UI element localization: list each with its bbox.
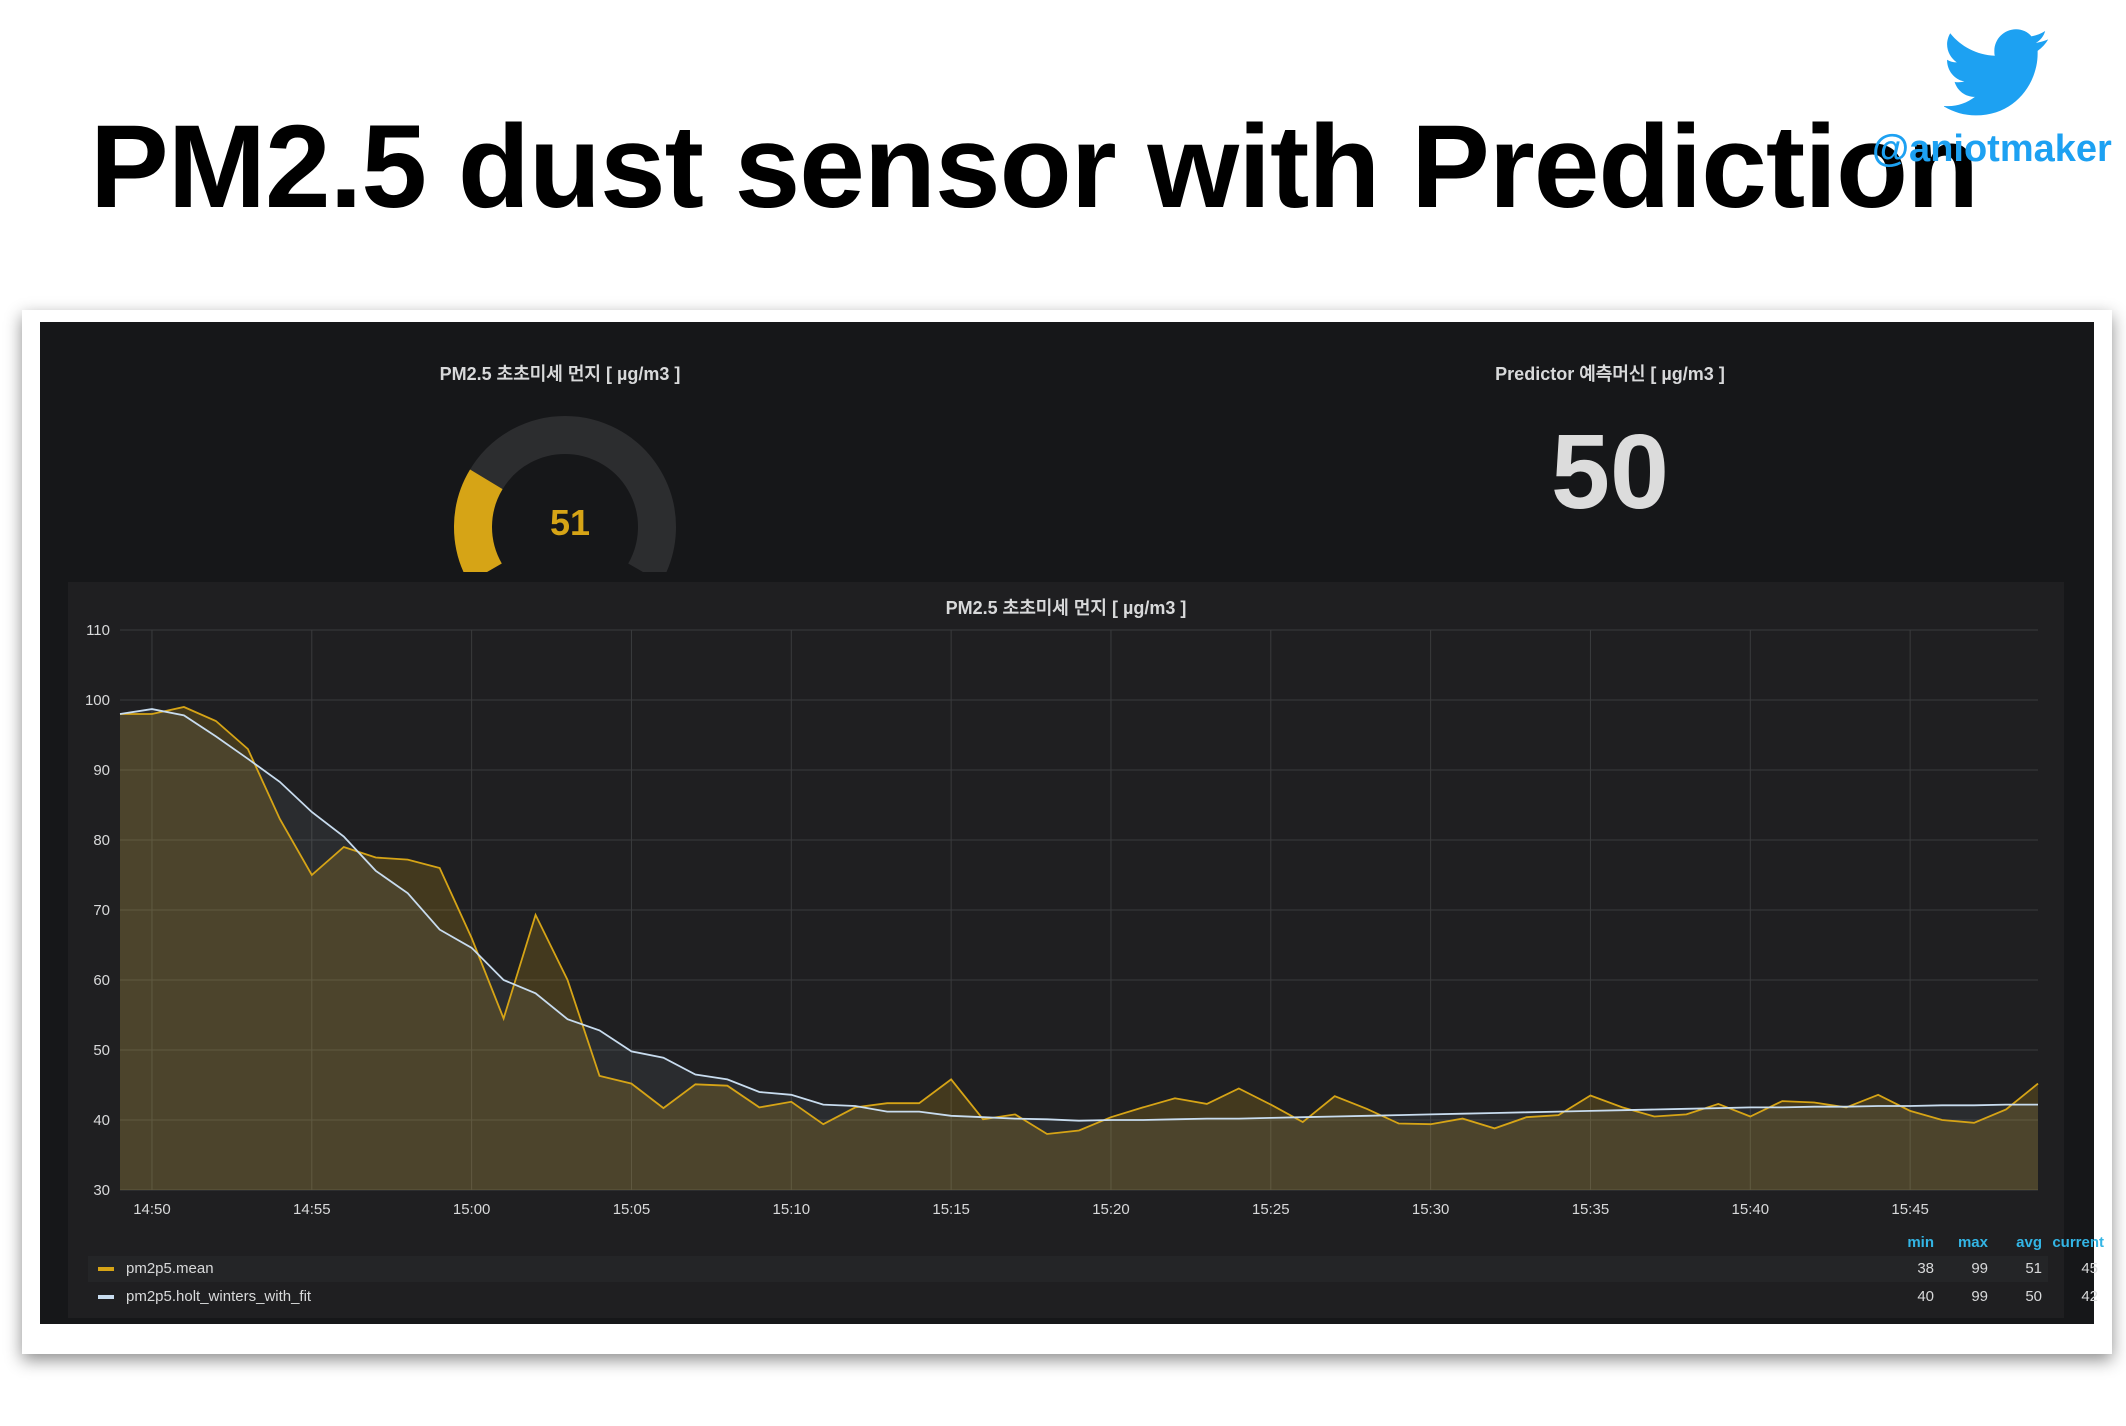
- graph-panel: 30 40 50 60 70 80 90 100 110 14:50 14:55 15:00 15:05…: [68, 582, 2104, 1318]
- legend-swatch: [98, 1295, 114, 1299]
- x-tick-label: 15:00: [453, 1201, 491, 1218]
- x-tick-label: 15:45: [1891, 1201, 1929, 1218]
- graph-panel-title[interactable]: PM2.5 초초미세 먼지 [ µg/m3 ]: [945, 598, 1187, 618]
- gauge-fill: [454, 469, 503, 572]
- x-tick-label: 15:10: [773, 1201, 811, 1218]
- y-tick-label: 60: [93, 972, 110, 989]
- legend-header-min[interactable]: min: [1907, 1234, 1934, 1251]
- y-tick-label: 90: [93, 762, 110, 779]
- x-tick-label: 15:05: [613, 1201, 651, 1218]
- legend-header-current[interactable]: current: [2052, 1234, 2104, 1251]
- series-line-pm2p5.mean: [120, 706, 2039, 1135]
- gauge-panel-title[interactable]: PM2.5 초초미세 먼지 [ µg/m3 ]: [439, 364, 681, 384]
- legend-series-name[interactable]: pm2p5.holt_winters_with_fit: [126, 1288, 312, 1305]
- legend-series-name[interactable]: pm2p5.mean: [126, 1260, 214, 1277]
- x-tick-label: 15:15: [932, 1201, 970, 1218]
- x-tick-label: 15:35: [1572, 1201, 1610, 1218]
- y-tick-label: 50: [93, 1042, 110, 1059]
- legend-swatch: [98, 1267, 114, 1271]
- legend-row-mean[interactable]: pm2p5.mean 38 99 51 45: [88, 1256, 2098, 1282]
- line-chart[interactable]: 30 40 50 60 70 80 90 100 110 14:50 14:55 15:00 15:05…: [68, 582, 2064, 1318]
- dashboard: PM2.5 초초미세 먼지 [ µg/m3 ] 51 Predictor 예측머…: [40, 322, 2104, 1324]
- x-tick-label: 15:20: [1092, 1201, 1130, 1218]
- legend-max: 99: [1971, 1260, 1988, 1277]
- legend-row-holt-winters[interactable]: pm2p5.holt_winters_with_fit 40 99 50 42: [88, 1284, 2098, 1310]
- y-tick-label: 30: [93, 1182, 110, 1199]
- y-tick-label: 110: [86, 622, 110, 639]
- x-tick-label: 14:55: [293, 1201, 331, 1218]
- predictor-value: 50: [1551, 413, 1669, 531]
- y-tick-label: 100: [85, 692, 110, 709]
- twitter-handle[interactable]: @aniotmaker: [1872, 128, 2112, 170]
- y-tick-label: 40: [93, 1112, 110, 1129]
- predictor-panel-title[interactable]: Predictor 예측머신 [ µg/m3 ]: [1495, 364, 1725, 384]
- legend-current: 42: [2081, 1288, 2098, 1305]
- x-tick-label: 14:50: [133, 1201, 171, 1218]
- legend-current: 45: [2081, 1260, 2098, 1277]
- slide-title: PM2.5 dust sensor with Prediction: [90, 101, 1979, 233]
- legend-avg: 50: [2025, 1288, 2042, 1305]
- series-area-pm2p5.mean: [120, 707, 2038, 1190]
- twitter-bird-icon: [1944, 29, 2049, 116]
- legend-min: 40: [1917, 1288, 1934, 1305]
- x-tick-label: 15:30: [1412, 1201, 1450, 1218]
- legend-avg: 51: [2025, 1260, 2042, 1277]
- legend-max: 99: [1971, 1288, 1988, 1305]
- legend-min: 38: [1917, 1260, 1934, 1277]
- legend-header-max[interactable]: max: [1957, 1234, 1988, 1251]
- y-tick-label: 70: [93, 902, 110, 919]
- x-tick-label: 15:25: [1252, 1201, 1290, 1218]
- series-area-pm2p5.holt_winters_with_fit: [120, 709, 2038, 1190]
- gauge-value: 51: [549, 502, 591, 543]
- gauge: [454, 416, 676, 572]
- legend-header-avg[interactable]: avg: [2016, 1234, 2042, 1251]
- series-line-pm2p5.holt_winters_with_fit: [119, 708, 2038, 1122]
- x-tick-label: 15:40: [1732, 1201, 1770, 1218]
- y-tick-label: 80: [93, 832, 110, 849]
